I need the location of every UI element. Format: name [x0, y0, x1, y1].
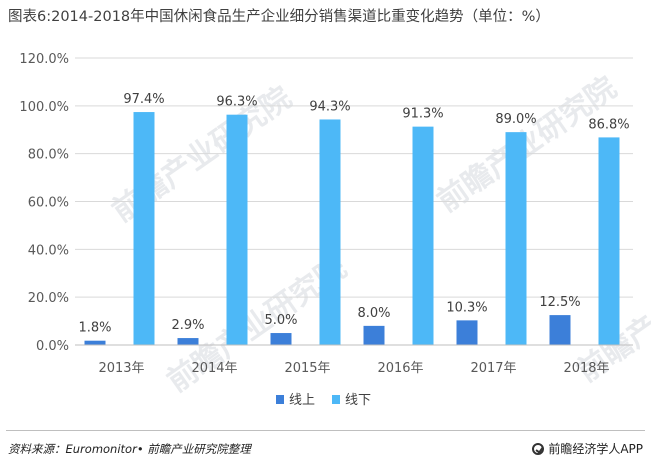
- legend-swatch-online: [276, 395, 284, 404]
- chart-title: 图表6:2014-2018年中国休闲食品生产企业细分销售渠道比重变化趋势（单位：…: [8, 9, 550, 25]
- source-note: 资料来源：Euromonitor• 前瞻产业研究院整理: [8, 442, 251, 456]
- y-tick-label: 20.0%: [28, 291, 69, 306]
- data-label: 96.3%: [216, 95, 257, 110]
- x-tick-label: 2014年: [191, 361, 237, 376]
- legend: 线上 线下: [276, 393, 371, 408]
- bar-offline: [505, 132, 527, 345]
- data-label: 91.3%: [402, 107, 443, 122]
- x-tick-label: 2017年: [470, 361, 516, 376]
- bar-offline: [133, 112, 155, 345]
- y-tick-label: 100.0%: [19, 100, 69, 115]
- data-label: 12.5%: [539, 295, 580, 310]
- y-tick-label: 0.0%: [36, 339, 69, 354]
- bar-online: [456, 320, 478, 345]
- bar-online: [363, 325, 385, 345]
- bar-offline: [598, 137, 620, 345]
- bar-offline: [319, 119, 341, 345]
- brand-logo-icon: [532, 442, 545, 455]
- brand: 前瞻经济学人APP: [532, 440, 643, 457]
- data-label: 89.0%: [495, 112, 536, 127]
- x-tick-label: 2015年: [284, 361, 330, 376]
- data-label: 86.8%: [588, 117, 629, 132]
- bar-online: [549, 315, 571, 345]
- y-tick-label: 40.0%: [28, 243, 69, 258]
- y-tick-label: 60.0%: [28, 196, 69, 211]
- data-label: 8.0%: [357, 306, 390, 321]
- data-label: 94.3%: [309, 99, 350, 114]
- bar-offline: [412, 126, 434, 345]
- data-label: 5.0%: [264, 313, 297, 328]
- data-label: 2.9%: [171, 318, 204, 333]
- bar-chart: 0.0% 20.0% 40.0% 60.0% 80.0% 100.0% 120.0% 1.8…: [19, 52, 633, 408]
- x-tick-label: 2016年: [377, 361, 423, 376]
- bars: 1.8% 2.9% 5.0% 8.0% 10.3% 12.5% 97.4% 96.3% 94.3…: [78, 92, 630, 346]
- footer: 资料来源：Euromonitor• 前瞻产业研究院整理 前瞻经济学人APP: [0, 430, 651, 466]
- y-tick-label: 120.0%: [19, 52, 69, 67]
- y-axis: 0.0% 20.0% 40.0% 60.0% 80.0% 100.0% 120.0%: [19, 52, 69, 354]
- data-label: 10.3%: [446, 300, 487, 315]
- legend-label-offline: 线下: [345, 393, 371, 408]
- legend-swatch-offline: [332, 395, 340, 404]
- grid-lines: [75, 57, 633, 298]
- data-label: 1.8%: [78, 321, 111, 336]
- bar-online: [84, 340, 106, 345]
- footer-divider: [6, 430, 645, 431]
- x-tick-label: 2013年: [98, 361, 144, 376]
- y-tick-label: 80.0%: [28, 148, 69, 163]
- legend-label-online: 线上: [289, 393, 315, 408]
- brand-name: 前瞻经济学人APP: [548, 442, 643, 456]
- bar-online: [270, 333, 292, 345]
- bar-offline: [226, 114, 248, 346]
- x-tick-label: 2018年: [563, 361, 609, 376]
- data-label: 97.4%: [123, 92, 164, 107]
- x-axis: 2013年 2014年 2015年 2016年 2017年 2018年: [75, 344, 633, 376]
- bar-online: [177, 338, 199, 345]
